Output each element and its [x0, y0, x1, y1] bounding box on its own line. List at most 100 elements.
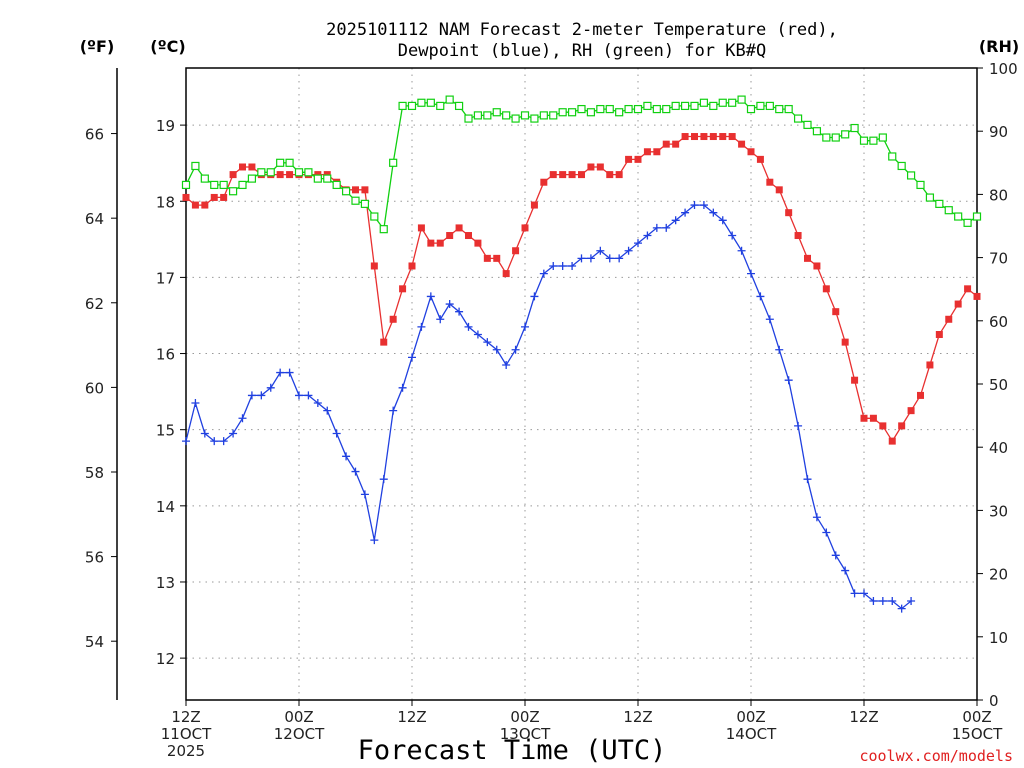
- rh-unit-label: (RH): [979, 37, 1019, 56]
- dewpoint-point: [568, 261, 577, 270]
- temperature-point: [389, 315, 397, 323]
- temperature-point: [276, 171, 284, 179]
- dewpoint-point: [681, 208, 690, 217]
- rh-point: [181, 180, 191, 190]
- rh-point: [266, 168, 275, 177]
- rh-point: [492, 108, 501, 117]
- rh-point: [530, 114, 539, 123]
- rh-point: [662, 104, 671, 114]
- dewpoint-point: [257, 391, 266, 400]
- rh-point: [389, 158, 398, 167]
- temperature-point: [917, 391, 924, 399]
- rh-point: [426, 98, 435, 107]
- temperature-point: [945, 315, 953, 323]
- x-tick-label: 13OCT: [500, 725, 551, 743]
- x-tick-label: 12Z: [849, 708, 878, 726]
- rh-point: [615, 108, 624, 117]
- dewpoint-point: [191, 399, 200, 408]
- temperature-point: [483, 254, 491, 262]
- dewpoint-point: [850, 589, 859, 598]
- dewpoint-point: [530, 292, 539, 301]
- rh-point: [464, 114, 473, 123]
- rh-point: [238, 180, 247, 190]
- rh-tick-label: 0: [989, 692, 999, 710]
- rh-point: [323, 174, 332, 183]
- temperature-point: [709, 133, 717, 141]
- temperature-point: [182, 193, 190, 201]
- rh-point: [473, 111, 483, 120]
- temperature-point: [578, 171, 585, 179]
- dewpoint-point: [728, 231, 737, 240]
- dewpoint-point: [266, 383, 275, 392]
- temperature-point: [493, 254, 501, 262]
- temperature-point: [841, 338, 849, 346]
- temperature-point: [766, 178, 774, 186]
- rh-point: [379, 225, 388, 234]
- rh-point: [605, 104, 614, 114]
- temperature-point: [643, 148, 651, 156]
- dewpoint-point: [229, 429, 238, 438]
- rh-point: [718, 98, 727, 107]
- rh-point: [436, 101, 445, 111]
- rh-point: [859, 136, 869, 145]
- rh-point: [210, 180, 219, 190]
- celsius-tick-label: 12: [156, 650, 175, 668]
- dewpoint-point: [219, 437, 228, 446]
- series: [181, 95, 982, 613]
- dewpoint-point: [907, 597, 916, 606]
- x-axis-label: Forecast Time (UTC): [358, 735, 667, 766]
- rh-tick-label: 80: [989, 186, 1008, 204]
- temperature-point: [248, 163, 256, 171]
- dewpoint-point: [577, 254, 586, 263]
- dewpoint-point: [652, 223, 661, 232]
- dewpoint-point: [615, 254, 624, 263]
- temperature-point: [427, 239, 435, 247]
- dewpoint-point: [897, 604, 906, 613]
- dewpoint-point: [794, 421, 803, 430]
- dewpoint-point: [539, 269, 548, 278]
- rh-point: [935, 199, 944, 208]
- rh-point: [888, 152, 897, 161]
- temperature-markers: [182, 133, 981, 445]
- rh-point: [850, 123, 859, 133]
- rh-point: [285, 158, 294, 167]
- plot-frame: [185, 67, 978, 701]
- temperature-point: [615, 171, 623, 179]
- dewpoint-point: [690, 201, 699, 210]
- temperature-point: [502, 270, 510, 278]
- temperature-point: [832, 308, 840, 316]
- temperature-point: [907, 407, 915, 415]
- temperature-point: [672, 140, 680, 148]
- rh-point: [944, 206, 953, 215]
- dewpoint-point: [436, 315, 445, 324]
- rh-point: [247, 174, 257, 183]
- temperature-point: [851, 376, 859, 384]
- rh-point: [351, 196, 360, 205]
- rh-point: [925, 193, 935, 202]
- dewpoint-markers: [182, 201, 916, 613]
- dewpoint-point: [238, 414, 247, 423]
- rh-point: [633, 104, 643, 114]
- fahrenheit-tick-label: 56: [85, 549, 104, 567]
- x-tick-label: 00Z: [284, 708, 313, 726]
- rh-point: [502, 111, 511, 120]
- rh-point: [709, 101, 718, 111]
- dewpoint-point: [586, 254, 595, 263]
- fahrenheit-tick-label: 54: [85, 633, 104, 651]
- dewpoint-point: [351, 467, 360, 476]
- x-tick-label: 14OCT: [726, 725, 777, 743]
- dewpoint-point: [521, 322, 529, 331]
- dewpoint-point: [662, 223, 671, 232]
- rh-point: [869, 136, 878, 145]
- rh-point: [219, 180, 228, 190]
- temperature-point: [738, 140, 746, 148]
- dewpoint-point: [831, 551, 840, 560]
- temperature-point: [361, 186, 369, 194]
- temperature-point: [446, 232, 454, 240]
- rh-point: [916, 180, 925, 190]
- rh-point: [511, 114, 520, 123]
- credit-text: coolwx.com/models: [859, 747, 1013, 765]
- rh-point: [294, 168, 304, 177]
- temperature-point: [596, 163, 604, 171]
- temperature-point: [860, 414, 868, 422]
